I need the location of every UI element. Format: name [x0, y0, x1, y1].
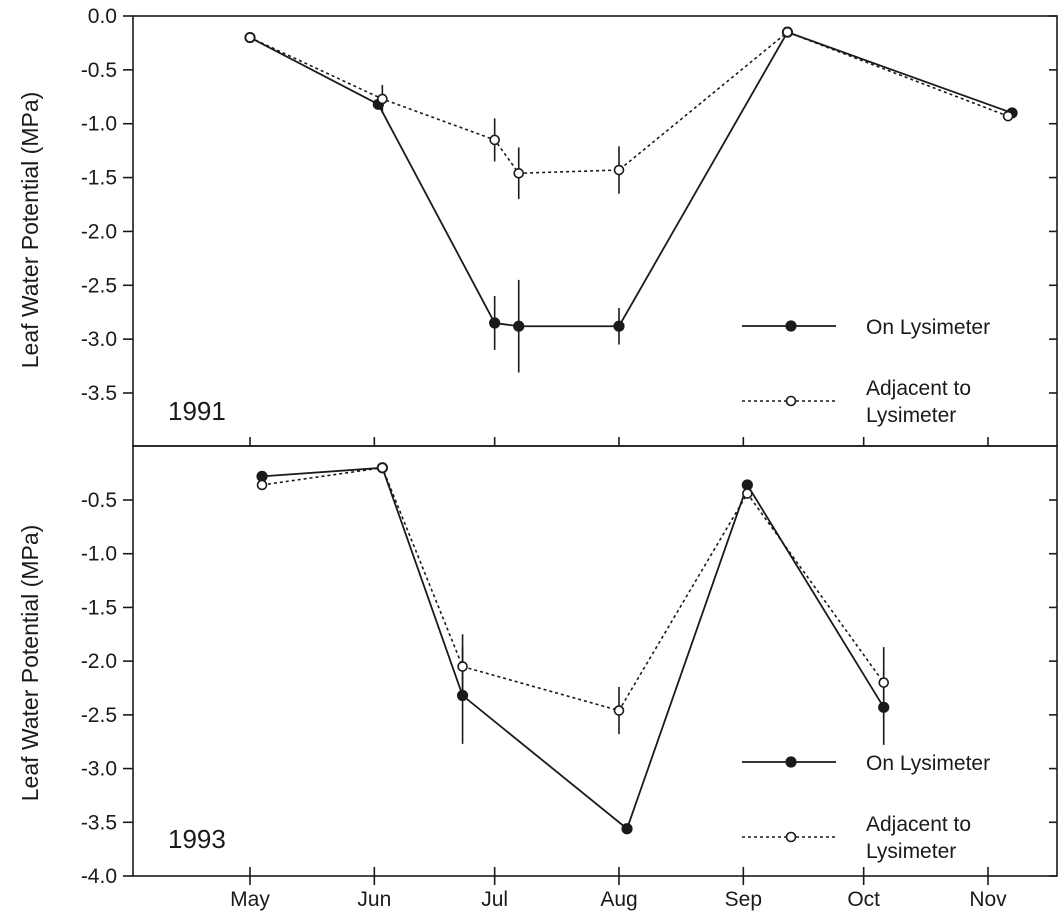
y-tick-label: -2.5 — [81, 704, 117, 727]
y-axis-label: Leaf Water Potential (MPa) — [17, 525, 43, 802]
x-tick-label: Nov — [969, 888, 1007, 911]
data-point — [613, 320, 625, 332]
data-point — [878, 677, 890, 688]
y-axis-label: Leaf Water Potential (MPa) — [17, 92, 43, 369]
plot-frame — [132, 445, 1058, 877]
y-tick-label: -0.5 — [81, 59, 117, 82]
data-point — [613, 705, 625, 716]
data-point — [513, 320, 525, 332]
y-tick-label: -3.0 — [81, 328, 117, 351]
data-point — [782, 26, 793, 38]
y-tick-label: -2.5 — [81, 274, 117, 297]
y-tick-label: -4.0 — [81, 865, 117, 888]
data-point — [377, 462, 388, 474]
legend-marker-open — [785, 395, 797, 407]
series-adjacent-to-lysimeter — [256, 462, 890, 735]
legend: On Lysimeter Adjacent to Lysimeter — [742, 752, 990, 863]
legend-marker-filled — [785, 756, 797, 768]
data-point — [457, 661, 468, 672]
data-point — [256, 479, 268, 491]
y-tick-label: -1.5 — [81, 167, 117, 190]
legend-label-adjacent: Adjacent to Lysimeter — [866, 377, 971, 427]
data-point — [742, 488, 753, 499]
year-annotation: 1993 — [168, 824, 226, 854]
legend-label-adjacent: Adjacent to Lysimeter — [866, 813, 971, 863]
x-tick-label: Jul — [481, 888, 508, 911]
series-line — [249, 31, 1013, 328]
y-tick-label: -1.0 — [81, 113, 117, 136]
legend-marker-open — [785, 831, 797, 843]
series-line — [261, 466, 885, 712]
data-point — [613, 164, 625, 176]
series-line — [249, 31, 1009, 175]
chart-panels: 0.0 -0.5 -1.0 -1.5 -2.0 -2.5 -3.0 -3.5 Leaf Wate… — [17, 5, 1058, 911]
y-tick-label: -3.5 — [81, 382, 117, 405]
data-point — [489, 134, 500, 146]
series-line — [261, 466, 885, 831]
y-tick-label: -2.0 — [81, 650, 117, 673]
y-tick-label: -0.5 — [81, 489, 117, 512]
series-adjacent-to-lysimeter — [244, 26, 1014, 200]
legend-marker-filled — [785, 320, 797, 332]
data-point — [621, 823, 633, 835]
x-tick-label: Jun — [357, 888, 391, 911]
data-point — [244, 32, 256, 43]
y-tick-label: -3.5 — [81, 811, 117, 834]
data-point — [489, 317, 501, 329]
y-tick-label: -2.0 — [81, 220, 117, 243]
legend-label-on-lysimeter: On Lysimeter — [866, 316, 990, 339]
panel-1991: 0.0 -0.5 -1.0 -1.5 -2.0 -2.5 -3.0 -3.5 Leaf Wate… — [17, 5, 1058, 447]
data-point — [1002, 110, 1014, 122]
data-point — [377, 93, 388, 105]
y-tick-label: -1.5 — [81, 596, 117, 619]
x-tick-label: Aug — [600, 888, 637, 911]
y-tick-label: -1.0 — [81, 543, 117, 566]
x-tick-label: Sep — [725, 888, 762, 911]
legend-label-on-lysimeter: On Lysimeter — [866, 752, 990, 775]
data-point — [513, 167, 525, 179]
panel-1993: -0.5 -1.0 -1.5 -2.0 -2.5 -3.0 -3.5 -4.0 May Jun Ju… — [17, 445, 1058, 911]
series-on-lysimeter — [256, 462, 890, 835]
x-tick-label: Oct — [847, 888, 880, 911]
legend: On Lysimeter Adjacent to Lysimeter — [742, 316, 990, 427]
y-tick-label: -3.0 — [81, 758, 117, 781]
y-tick-label: 0.0 — [88, 5, 117, 28]
x-tick-label: May — [230, 888, 270, 911]
year-annotation: 1991 — [168, 396, 226, 426]
